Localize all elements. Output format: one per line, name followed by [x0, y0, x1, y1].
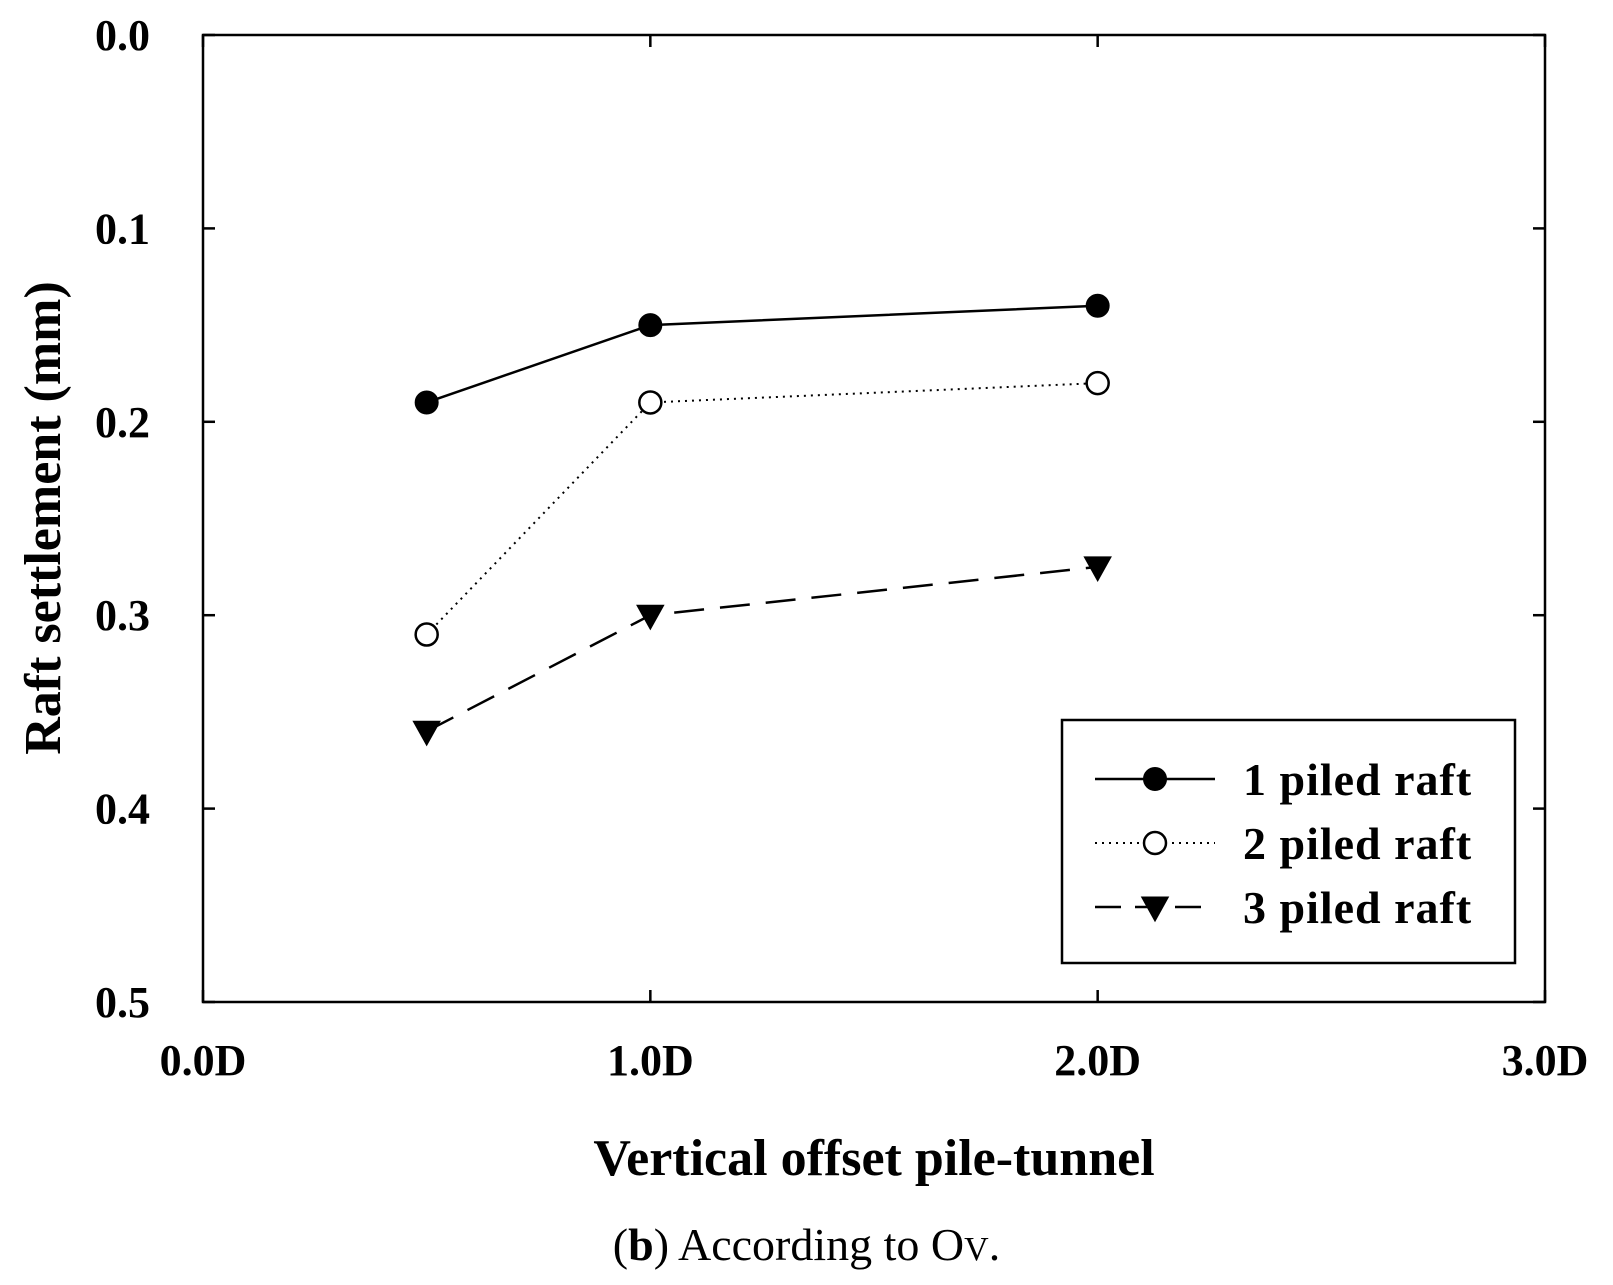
legend: 1 piled raft 2 piled raft 3 piled raft [1060, 718, 1517, 965]
x-tick-label: 1.0D [607, 1036, 694, 1085]
tick-labels: 0.0D 1.0D 2.0D 3.0D 0.0 0.1 0.2 0.3 0.4 0.5 [95, 11, 1588, 1085]
series-line [426, 565, 1098, 733]
data-point [636, 604, 665, 631]
data-point [638, 313, 663, 338]
legend-item: 2 piled raft [1095, 818, 1472, 869]
series-2 [414, 370, 1110, 647]
series-3 [412, 556, 1112, 747]
series-line [425, 382, 1098, 636]
caption-subscript: V [964, 1231, 989, 1268]
x-tick-label: 3.0D [1502, 1036, 1589, 1085]
axis-ticks [201, 33, 1547, 1004]
legend-label: 1 piled raft [1243, 754, 1472, 805]
x-tick-label: 2.0D [1054, 1036, 1141, 1085]
y-axis-title: Raft settlement (mm) [15, 281, 72, 755]
x-axis-title: Vertical offset pile-tunnel [593, 1130, 1154, 1187]
legend-label: 2 piled raft [1243, 818, 1472, 869]
caption-letter: b [628, 1219, 654, 1270]
data-point [1083, 556, 1112, 583]
legend-box [1060, 718, 1517, 965]
y-tick-label: 0.1 [95, 204, 150, 253]
chart: 0.0D 1.0D 2.0D 3.0D 0.0 0.1 0.2 0.3 0.4 0.5 Verti… [15, 11, 1588, 1187]
data-point [412, 720, 441, 747]
y-tick-label: 0.3 [95, 591, 150, 640]
series-1 [414, 293, 1110, 415]
series-layer [412, 293, 1112, 747]
data-point [638, 390, 663, 415]
y-tick-label: 0.2 [95, 398, 150, 447]
legend-marker [1143, 767, 1167, 791]
x-tick-label: 0.0D [160, 1036, 247, 1085]
y-tick-label: 0.5 [95, 978, 150, 1027]
legend-item: 3 piled raft [1095, 882, 1472, 933]
legend-label: 3 piled raft [1243, 882, 1472, 933]
data-point [1085, 293, 1110, 318]
legend-marker [1142, 830, 1168, 856]
data-point [414, 622, 439, 647]
y-tick-label: 0.4 [95, 785, 150, 834]
legend-item: 1 piled raft [1095, 754, 1472, 805]
figure-caption: (b) According to OV. [612, 1219, 1001, 1270]
data-point [1085, 370, 1110, 396]
y-tick-label: 0.0 [95, 11, 150, 60]
series-line [426, 304, 1098, 404]
plot-frame [201, 33, 1547, 1004]
data-point [414, 390, 439, 415]
legend-marker [1140, 896, 1170, 923]
